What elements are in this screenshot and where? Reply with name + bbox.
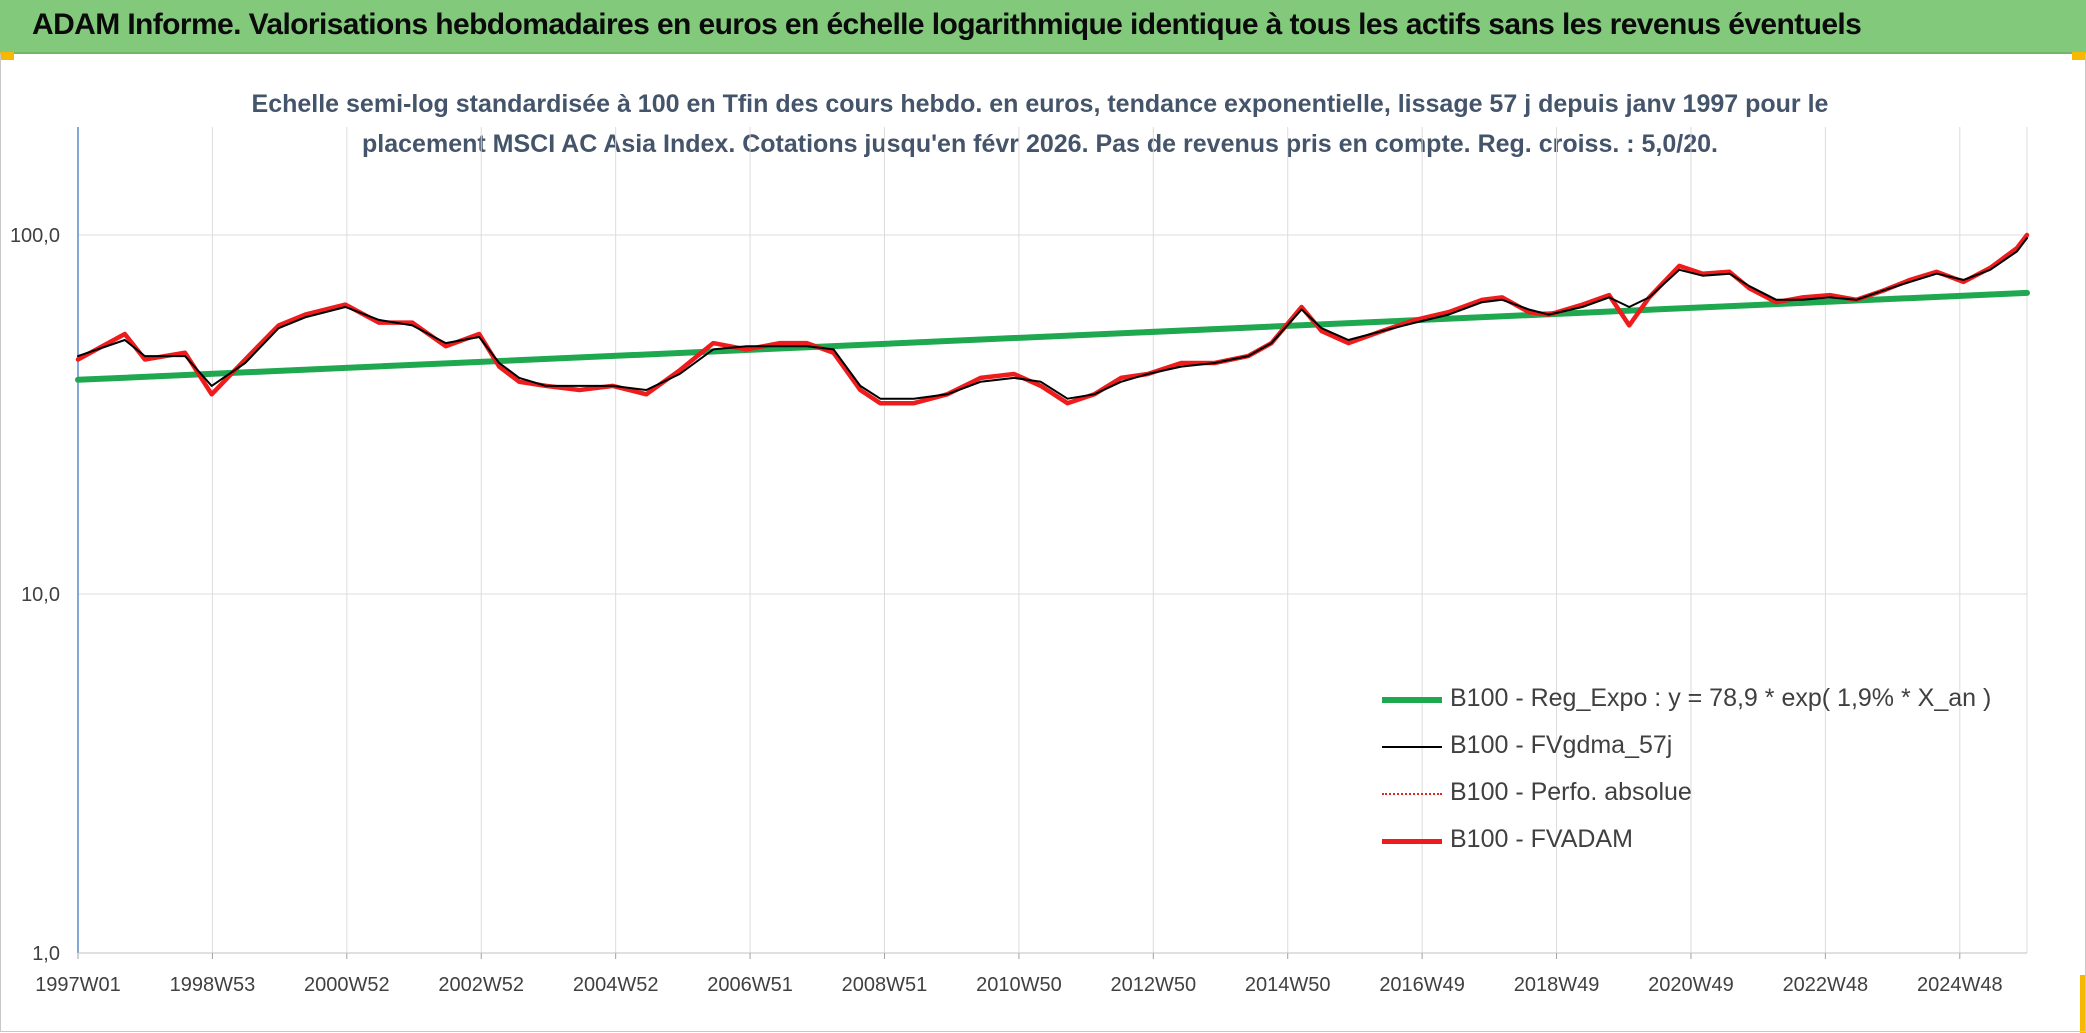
corner-mark-bottom-right: [2080, 975, 2086, 1033]
legend-label: B100 - Reg_Expo : y = 78,9 * exp( 1,9% *…: [1450, 684, 1992, 712]
legend-item: B100 - Reg_Expo : y = 78,9 * exp( 1,9% *…: [1380, 680, 2000, 720]
legend-label: B100 - FVADAM: [1450, 825, 1633, 853]
y-tick-label: 100,0: [10, 225, 60, 247]
series-line: [77, 237, 2028, 400]
legend-swatch: [1382, 697, 1442, 703]
x-tick-label: 2006W51: [707, 974, 793, 996]
x-tick-label: 2022W48: [1783, 974, 1869, 996]
legend-swatch: [1382, 746, 1442, 748]
legend-swatch: [1382, 839, 1442, 844]
chart-title: Echelle semi-log standardisée à 100 en T…: [240, 84, 1840, 164]
legend-label: B100 - Perfo. absolue: [1450, 778, 1692, 806]
legend-label: B100 - FVgdma_57j: [1450, 731, 1673, 759]
header-bar: ADAM Informe. Valorisations hebdomadaire…: [0, 0, 2086, 54]
x-tick-label: 2002W52: [438, 974, 524, 996]
legend-item: B100 - Perfo. absolue: [1380, 774, 2000, 814]
y-tick-label: 10,0: [21, 584, 60, 606]
x-tick-label: 2000W52: [304, 974, 390, 996]
x-tick-label: 2012W50: [1110, 974, 1196, 996]
y-tick-label: 1,0: [32, 943, 60, 965]
x-tick-label: 2020W49: [1648, 974, 1734, 996]
x-tick-label: 2016W49: [1379, 974, 1465, 996]
corner-mark-top-left: [0, 52, 14, 60]
series-line: [75, 289, 2030, 383]
x-tick-label: 2018W49: [1514, 974, 1600, 996]
legend-swatch: [1382, 793, 1442, 795]
x-tick-label: 1997W01: [35, 974, 121, 996]
x-tick-label: 2010W50: [976, 974, 1062, 996]
x-tick-label: 2008W51: [842, 974, 928, 996]
report-title: ADAM Informe. Valorisations hebdomadaire…: [32, 8, 1862, 41]
corner-mark-top-right: [2072, 52, 2086, 60]
x-tick-label: 2004W52: [573, 974, 659, 996]
x-tick-label: 2024W48: [1917, 974, 2003, 996]
series-line: [75, 232, 2030, 406]
legend-item: B100 - FVADAM: [1380, 821, 2000, 861]
x-tick-label: 2014W50: [1245, 974, 1331, 996]
chart-title-line-2: placement MSCI AC Asia Index. Cotations …: [362, 130, 1718, 158]
legend-item: B100 - FVgdma_57j: [1380, 727, 2000, 767]
chart-title-line-1: Echelle semi-log standardisée à 100 en T…: [251, 90, 1829, 118]
x-tick-label: 1998W53: [170, 974, 256, 996]
